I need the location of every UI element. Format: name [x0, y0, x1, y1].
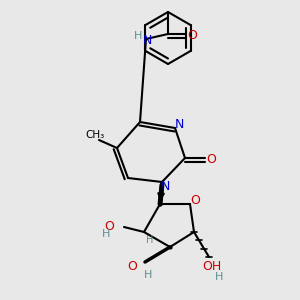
Text: N: N — [142, 34, 152, 46]
Text: N: N — [174, 118, 184, 130]
Text: OH: OH — [202, 260, 222, 274]
Text: O: O — [104, 220, 114, 232]
Text: H: H — [134, 31, 142, 41]
Text: O: O — [206, 153, 216, 166]
Text: H: H — [215, 272, 223, 282]
Text: N: N — [160, 181, 170, 194]
Text: O: O — [127, 260, 137, 272]
Text: O: O — [187, 29, 197, 42]
Text: CH₃: CH₃ — [85, 130, 105, 140]
Text: H: H — [146, 235, 153, 245]
Text: O: O — [190, 194, 200, 206]
Text: H: H — [102, 229, 110, 239]
Text: H: H — [144, 270, 152, 280]
